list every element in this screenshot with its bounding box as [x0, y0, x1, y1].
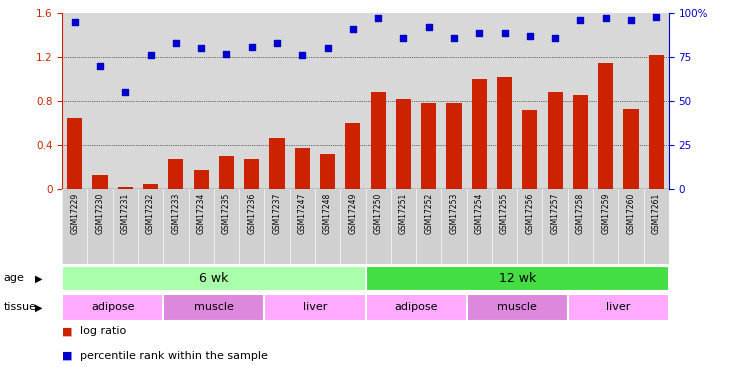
Point	[474, 30, 485, 36]
Text: 6 wk: 6 wk	[199, 272, 229, 285]
Bar	[320, 154, 335, 189]
Point	[499, 30, 510, 36]
Text: GSM17247: GSM17247	[298, 193, 307, 234]
Text: GSM17258: GSM17258	[576, 193, 585, 234]
Text: liver: liver	[606, 303, 631, 312]
Text: 12 wk: 12 wk	[499, 272, 536, 285]
Text: age: age	[4, 273, 25, 284]
Text: muscle: muscle	[497, 303, 537, 312]
Point	[575, 17, 586, 23]
Text: GSM17261: GSM17261	[652, 193, 661, 234]
Text: ■: ■	[62, 351, 76, 361]
Text: GSM17229: GSM17229	[70, 193, 79, 234]
Bar	[568, 294, 669, 321]
Text: muscle: muscle	[194, 303, 234, 312]
Point	[322, 45, 333, 51]
Bar	[67, 118, 83, 189]
Point	[195, 45, 207, 51]
Text: adipose: adipose	[394, 303, 438, 312]
Point	[549, 35, 561, 41]
Text: tissue: tissue	[4, 303, 37, 312]
Point	[524, 33, 536, 39]
Text: GSM17259: GSM17259	[601, 193, 610, 234]
Point	[297, 53, 308, 58]
Bar	[371, 92, 386, 189]
Text: GSM17254: GSM17254	[474, 193, 484, 234]
Text: GSM17257: GSM17257	[550, 193, 560, 234]
Text: GSM17235: GSM17235	[222, 193, 231, 234]
Bar	[598, 63, 613, 189]
Text: GSM17234: GSM17234	[197, 193, 205, 234]
Text: GSM17248: GSM17248	[323, 193, 332, 234]
Point	[372, 15, 384, 21]
Bar	[366, 266, 669, 291]
Bar	[163, 294, 265, 321]
Bar	[92, 175, 107, 189]
Text: ▶: ▶	[35, 303, 42, 312]
Bar	[466, 294, 568, 321]
Bar	[648, 55, 664, 189]
Point	[271, 40, 283, 46]
Text: GSM17237: GSM17237	[273, 193, 281, 234]
Bar	[471, 79, 487, 189]
Text: GSM17231: GSM17231	[121, 193, 130, 234]
Text: percentile rank within the sample: percentile rank within the sample	[80, 351, 268, 361]
Text: GSM17251: GSM17251	[399, 193, 408, 234]
Bar	[62, 266, 366, 291]
Point	[347, 26, 359, 32]
Bar	[522, 110, 537, 189]
Text: GSM17255: GSM17255	[500, 193, 509, 234]
Bar	[497, 77, 512, 189]
Bar	[168, 159, 183, 189]
Point	[423, 24, 434, 30]
Bar	[62, 294, 163, 321]
Point	[600, 15, 612, 21]
Text: ▶: ▶	[35, 273, 42, 284]
Text: GSM17236: GSM17236	[247, 193, 257, 234]
Text: log ratio: log ratio	[80, 326, 126, 336]
Point	[94, 63, 106, 69]
Point	[69, 19, 80, 25]
Text: GSM17250: GSM17250	[374, 193, 382, 234]
Point	[448, 35, 460, 41]
Bar	[265, 294, 366, 321]
Point	[398, 35, 409, 41]
Bar	[118, 187, 133, 189]
Bar	[395, 99, 411, 189]
Text: GSM17232: GSM17232	[146, 193, 155, 234]
Bar	[421, 104, 436, 189]
Bar	[219, 156, 234, 189]
Point	[170, 40, 182, 46]
Text: GSM17230: GSM17230	[96, 193, 105, 234]
Bar	[270, 138, 284, 189]
Point	[221, 51, 232, 57]
Text: GSM17233: GSM17233	[171, 193, 181, 234]
Text: GSM17249: GSM17249	[349, 193, 357, 234]
Bar	[194, 170, 209, 189]
Bar	[624, 109, 638, 189]
Point	[145, 53, 156, 58]
Text: GSM17256: GSM17256	[526, 193, 534, 234]
Text: GSM17260: GSM17260	[626, 193, 635, 234]
Point	[246, 44, 257, 50]
Bar	[573, 94, 588, 189]
Point	[119, 89, 131, 95]
Text: liver: liver	[303, 303, 327, 312]
Text: ■: ■	[62, 326, 76, 336]
Point	[625, 17, 637, 23]
Bar	[447, 104, 461, 189]
Bar	[548, 92, 563, 189]
Text: GSM17253: GSM17253	[450, 193, 458, 234]
Bar	[244, 159, 260, 189]
Text: adipose: adipose	[91, 303, 135, 312]
Point	[651, 13, 662, 20]
Bar	[295, 147, 310, 189]
Text: GSM17252: GSM17252	[424, 193, 433, 234]
Bar	[345, 123, 360, 189]
Bar	[143, 184, 158, 189]
Bar	[366, 294, 466, 321]
